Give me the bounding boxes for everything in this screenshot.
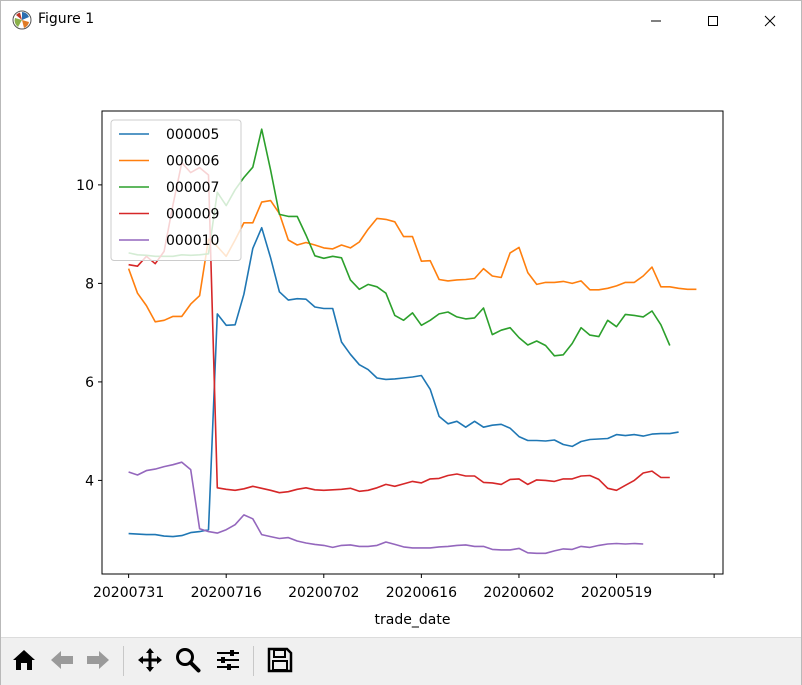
back-button[interactable] xyxy=(45,643,79,677)
line-chart: 4 6 8 10 20200731 20200716 20200702 20200616 202… xyxy=(76,110,724,628)
navigation-toolbar xyxy=(1,637,801,685)
toolbar-separator xyxy=(253,646,254,676)
legend-label: 000007 xyxy=(166,180,219,196)
save-icon xyxy=(267,647,293,673)
close-icon xyxy=(764,15,776,26)
legend-label: 000006 xyxy=(166,154,220,170)
series-line-000005 xyxy=(128,226,679,538)
x-axis-label: trade_date xyxy=(375,612,451,628)
home-icon xyxy=(13,650,35,670)
x-tick-label: 20200731 xyxy=(93,585,164,601)
window-title: Figure 1 xyxy=(38,11,95,27)
forward-button[interactable] xyxy=(81,643,115,677)
legend-label: 000005 xyxy=(166,127,219,143)
y-tick-label: 10 xyxy=(76,178,94,194)
x-tick-label: 20200519 xyxy=(581,585,652,601)
series-line-000010 xyxy=(128,461,644,555)
save-button[interactable] xyxy=(263,643,297,677)
y-tick-label: 8 xyxy=(85,276,94,292)
arrow-left-icon xyxy=(51,651,73,669)
move-icon xyxy=(138,648,162,672)
sliders-icon xyxy=(217,650,239,670)
minimize-button[interactable] xyxy=(633,1,679,40)
zoom-icon xyxy=(176,648,201,673)
home-button[interactable] xyxy=(7,643,41,677)
maximize-icon xyxy=(708,15,718,26)
legend-label: 000010 xyxy=(166,233,219,249)
x-tick-label: 20200616 xyxy=(386,585,457,601)
minimize-icon xyxy=(651,20,661,21)
x-tick-label: 20200602 xyxy=(483,585,554,601)
title-bar: Figure 1 xyxy=(1,1,801,40)
x-tick-label: 20200716 xyxy=(191,585,262,601)
zoom-button[interactable] xyxy=(171,643,205,677)
legend-label: 000009 xyxy=(166,207,219,223)
toolbar-separator xyxy=(123,646,124,676)
series-line-000009 xyxy=(128,161,670,494)
pan-button[interactable] xyxy=(133,643,167,677)
y-tick-label: 4 xyxy=(85,473,94,489)
configure-subplots-button[interactable] xyxy=(211,643,245,677)
matplotlib-icon xyxy=(12,10,32,30)
x-tick-label: 20200702 xyxy=(288,585,359,601)
y-tick-label: 6 xyxy=(85,375,94,391)
maximize-button[interactable] xyxy=(690,1,736,40)
figure-canvas[interactable]: 4 6 8 10 20200731 20200716 20200702 20200616 202… xyxy=(1,41,801,637)
legend-box xyxy=(110,119,242,261)
arrow-right-icon xyxy=(87,651,109,669)
close-button[interactable] xyxy=(747,1,793,40)
